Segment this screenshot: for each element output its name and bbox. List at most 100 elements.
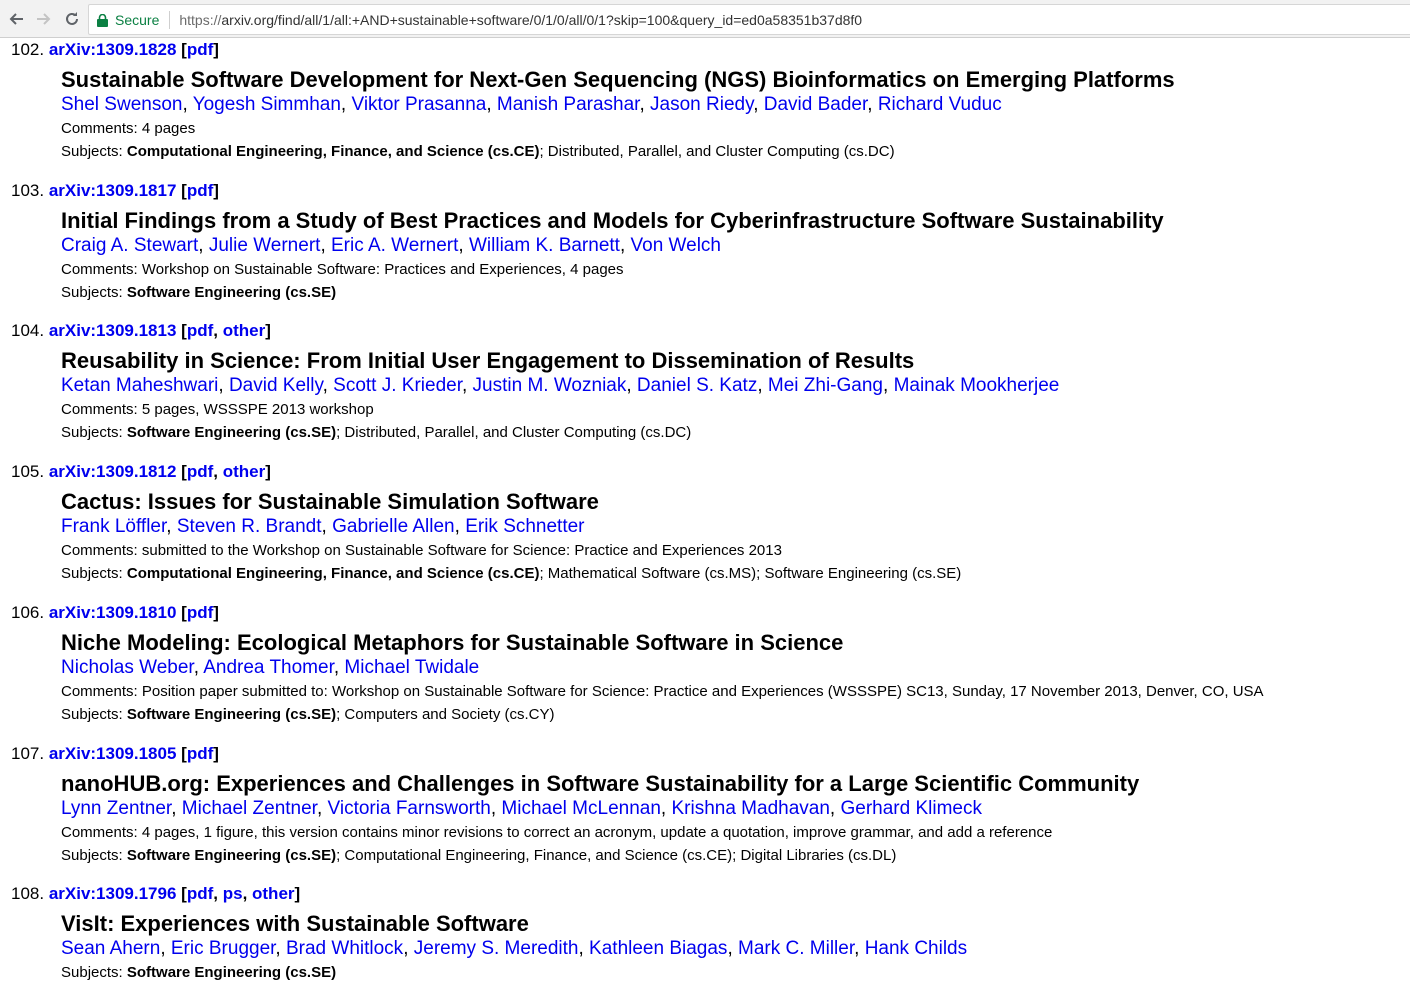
author-link[interactable]: Scott J. Krieder bbox=[333, 375, 462, 396]
author-link[interactable]: Shel Swenson bbox=[61, 94, 183, 115]
back-button[interactable] bbox=[4, 7, 28, 31]
author-link[interactable]: Krishna Madhavan bbox=[671, 798, 830, 819]
result-number: 107. bbox=[11, 744, 49, 763]
author-link[interactable]: Sean Ahern bbox=[61, 938, 161, 959]
author-link[interactable]: Andrea Thomer bbox=[203, 657, 334, 678]
author-link[interactable]: Lynn Zentner bbox=[61, 798, 172, 819]
author-link[interactable]: Yogesh Simmhan bbox=[192, 94, 341, 115]
address-bar[interactable]: Secure https://arxiv.org/find/all/1/all:… bbox=[88, 4, 1410, 35]
author-link[interactable]: Steven R. Brandt bbox=[176, 516, 322, 537]
comments-text: Position paper submitted to: Workshop on… bbox=[141, 683, 1264, 700]
pdf-link[interactable]: pdf bbox=[186, 40, 214, 59]
author-link[interactable]: Julie Wernert bbox=[208, 235, 321, 256]
forward-button[interactable] bbox=[32, 7, 56, 31]
secondary-subjects: ; Computers and Society (cs.CY) bbox=[336, 706, 555, 723]
other-link[interactable]: other bbox=[222, 321, 266, 340]
author-link[interactable]: Von Welch bbox=[630, 235, 721, 256]
author-link[interactable]: David Kelly bbox=[228, 375, 323, 396]
primary-subject: Software Engineering (cs.SE) bbox=[126, 424, 337, 441]
author-link[interactable]: Hank Childs bbox=[864, 938, 968, 959]
subjects-line: Subjects: Software Engineering (cs.SE) bbox=[61, 284, 336, 301]
result-id-line: 108. arXiv:1309.1796 [pdf, ps, other] bbox=[11, 884, 300, 904]
author-link[interactable]: Eric A. Wernert bbox=[331, 235, 459, 256]
url-scheme: https:// bbox=[179, 11, 222, 28]
reload-button[interactable] bbox=[60, 7, 84, 31]
address-separator bbox=[169, 10, 171, 29]
comments-line: Comments: 4 pages, 1 figure, this versio… bbox=[61, 824, 1052, 841]
result-number: 104. bbox=[11, 321, 49, 340]
pdf-link[interactable]: pdf bbox=[186, 603, 214, 622]
result-number: 108. bbox=[11, 884, 49, 903]
arxiv-id-link[interactable]: arXiv:1309.1812 bbox=[48, 462, 177, 481]
author-link[interactable]: Kathleen Biagas bbox=[589, 938, 728, 959]
arxiv-id-link[interactable]: arXiv:1309.1805 bbox=[48, 744, 177, 763]
arxiv-id-link[interactable]: arXiv:1309.1828 bbox=[48, 40, 177, 59]
author-link[interactable]: Frank Löffler bbox=[61, 516, 167, 537]
author-list: Lynn Zentner, Michael Zentner, Victoria … bbox=[61, 798, 982, 819]
author-link[interactable]: Ketan Maheshwari bbox=[61, 375, 219, 396]
author-link[interactable]: Craig A. Stewart bbox=[61, 235, 199, 256]
author-link[interactable]: Jeremy S. Meredith bbox=[413, 938, 579, 959]
comments-text: 4 pages, 1 figure, this version contains… bbox=[141, 824, 1053, 841]
paper-title: Niche Modeling: Ecological Metaphors for… bbox=[61, 630, 844, 655]
author-link[interactable]: Daniel S. Katz bbox=[636, 375, 758, 396]
author-link[interactable]: Gabrielle Allen bbox=[332, 516, 455, 537]
link-separator: , bbox=[213, 884, 223, 903]
other-link[interactable]: other bbox=[222, 462, 266, 481]
comments-line: Comments: 4 pages bbox=[61, 120, 195, 137]
subjects-label: Subjects: bbox=[61, 847, 127, 864]
arxiv-id-link[interactable]: arXiv:1309.1817 bbox=[48, 181, 177, 200]
comments-line: Comments: 5 pages, WSSSPE 2013 workshop bbox=[61, 401, 374, 418]
primary-subject: Software Engineering (cs.SE) bbox=[126, 706, 337, 723]
pdf-link[interactable]: pdf bbox=[186, 462, 214, 481]
subjects-line: Subjects: Software Engineering (cs.SE); … bbox=[61, 847, 896, 864]
author-link[interactable]: Victoria Farnsworth bbox=[327, 798, 491, 819]
subjects-label: Subjects: bbox=[61, 284, 127, 301]
author-link[interactable]: Erik Schnetter bbox=[465, 516, 585, 537]
subjects-label: Subjects: bbox=[61, 964, 127, 981]
author-link[interactable]: Eric Brugger bbox=[170, 938, 276, 959]
pdf-link[interactable]: pdf bbox=[186, 884, 214, 903]
url-text[interactable]: https://arxiv.org/find/all/1/all:+AND+su… bbox=[179, 12, 862, 28]
bracket-close: ] bbox=[294, 884, 301, 903]
author-link[interactable]: Mainak Mookherjee bbox=[893, 375, 1060, 396]
secondary-subjects: ; Distributed, Parallel, and Cluster Com… bbox=[539, 143, 895, 160]
author-list: Frank Löffler, Steven R. Brandt, Gabriel… bbox=[61, 516, 585, 537]
author-link[interactable]: Mei Zhi-Gang bbox=[767, 375, 883, 396]
subjects-label: Subjects: bbox=[61, 565, 127, 582]
comments-label: Comments: bbox=[61, 824, 142, 841]
paper-title: nanoHUB.org: Experiences and Challenges … bbox=[61, 771, 1140, 796]
author-link[interactable]: David Bader bbox=[763, 94, 868, 115]
url-path: arxiv.org/find/all/1/all:+AND+sustainabl… bbox=[221, 11, 863, 28]
author-link[interactable]: Brad Whitlock bbox=[285, 938, 404, 959]
author-link[interactable]: Richard Vuduc bbox=[877, 94, 1002, 115]
author-link[interactable]: Michael Zentner bbox=[181, 798, 317, 819]
author-link[interactable]: Viktor Prasanna bbox=[351, 94, 487, 115]
author-link[interactable]: Michael Twidale bbox=[344, 657, 480, 678]
author-link[interactable]: Justin M. Wozniak bbox=[472, 375, 627, 396]
author-link[interactable]: Gerhard Klimeck bbox=[840, 798, 982, 819]
author-link[interactable]: Nicholas Weber bbox=[61, 657, 194, 678]
pdf-link[interactable]: pdf bbox=[186, 321, 214, 340]
author-link[interactable]: Jason Riedy bbox=[650, 94, 754, 115]
author-link[interactable]: Michael McLennan bbox=[501, 798, 661, 819]
pdf-link[interactable]: pdf bbox=[186, 744, 214, 763]
author-link[interactable]: Manish Parashar bbox=[496, 94, 640, 115]
arxiv-id-link[interactable]: arXiv:1309.1813 bbox=[48, 321, 177, 340]
paper-title: Cactus: Issues for Sustainable Simulatio… bbox=[61, 489, 599, 514]
author-link[interactable]: William K. Barnett bbox=[468, 235, 620, 256]
pdf-link[interactable]: pdf bbox=[186, 181, 214, 200]
result-id-line: 104. arXiv:1309.1813 [pdf, other] bbox=[11, 321, 271, 341]
arxiv-id-link[interactable]: arXiv:1309.1810 bbox=[48, 603, 177, 622]
comments-text: Workshop on Sustainable Software: Practi… bbox=[141, 261, 624, 278]
paper-title: Sustainable Software Development for Nex… bbox=[61, 67, 1175, 92]
author-link[interactable]: Mark C. Miller bbox=[738, 938, 855, 959]
comments-label: Comments: bbox=[61, 683, 142, 700]
other-link[interactable]: other bbox=[252, 884, 295, 903]
arxiv-id-link[interactable]: arXiv:1309.1796 bbox=[48, 884, 177, 903]
reload-icon bbox=[66, 11, 78, 25]
ps-link[interactable]: ps bbox=[222, 884, 243, 903]
arrow-left-icon bbox=[9, 12, 23, 25]
primary-subject: Computational Engineering, Finance, and … bbox=[126, 143, 540, 160]
subjects-line: Subjects: Software Engineering (cs.SE); … bbox=[61, 706, 555, 723]
